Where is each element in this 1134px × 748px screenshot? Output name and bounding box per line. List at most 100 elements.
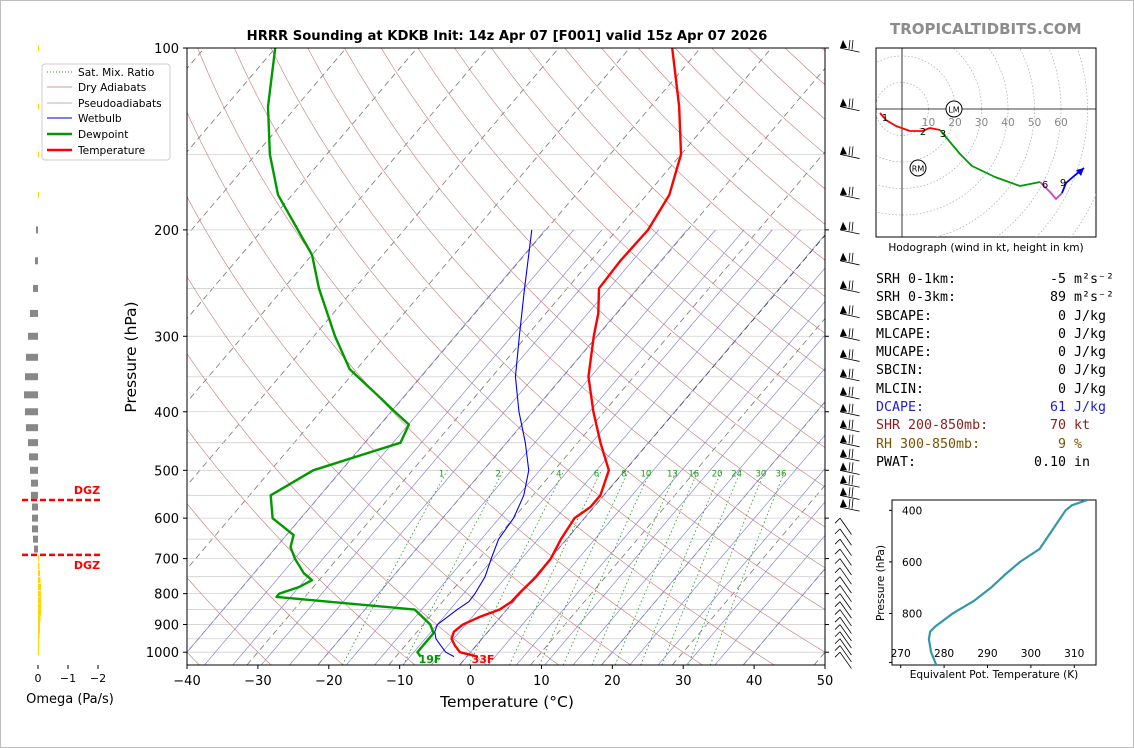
index-row: SBCAPE: 0 J/kg xyxy=(876,308,1114,326)
wetbulb-trace xyxy=(434,229,533,658)
theta-x-tick-label: 290 xyxy=(977,648,997,660)
dgz-label: DGZ xyxy=(74,484,100,497)
wind-barb xyxy=(839,98,860,112)
index-label: MLCAPE: xyxy=(876,326,933,342)
index-label: SRH 0-1km: xyxy=(876,272,957,287)
dry-adiabat xyxy=(344,48,825,528)
y-tick-label: 1000 xyxy=(146,646,179,661)
index-value: 61 xyxy=(1049,400,1066,416)
mixing-ratio-lines xyxy=(342,470,786,665)
index-unit: J/kg xyxy=(1074,363,1107,379)
isotherm xyxy=(187,48,347,236)
omega-bar-ascent xyxy=(38,597,41,604)
legend-label-dry-adiabat: Dry Adiabats xyxy=(78,82,146,94)
y-tick-label: 200 xyxy=(154,224,179,239)
index-row: DCAPE: 61 J/kg xyxy=(876,399,1114,417)
omega-bar-ascent xyxy=(38,638,39,645)
wind-barb xyxy=(839,280,860,293)
mixing-ratio-line xyxy=(539,470,630,665)
skewt-ylabel: Pressure (hPa) xyxy=(122,301,140,412)
index-row: MUCAPE: 0 J/kg xyxy=(876,344,1114,362)
dry-adiabat xyxy=(197,48,775,665)
mixing-ratio-label: 10 xyxy=(641,470,652,480)
index-row: SBCIN: 0 J/kg xyxy=(876,362,1114,380)
pseudoadiabat xyxy=(572,367,825,665)
omega-bar-descent xyxy=(34,545,38,553)
theta-e-x-ticks: 270 280 290 300 310 xyxy=(891,648,1085,668)
omega-bar-descent xyxy=(30,466,38,474)
wind-barb xyxy=(834,576,852,594)
index-value: 0 xyxy=(1057,363,1066,379)
mixing-ratio-line xyxy=(688,470,766,665)
y-tick-label: 100 xyxy=(154,42,179,57)
hodograph-height-labels: 1 2 3 6 9 xyxy=(882,113,1066,191)
mixing-ratio-label: 1 xyxy=(439,470,444,480)
hodograph-height-label: 2 xyxy=(920,127,926,138)
pseudoadiabat xyxy=(431,229,801,665)
omega-bar-descent xyxy=(24,391,38,399)
pseudoadiabat xyxy=(187,229,546,653)
omega-bar-descent xyxy=(26,424,38,432)
hodograph-height-label: 9 xyxy=(1060,178,1066,189)
hodograph-segment xyxy=(1039,181,1063,200)
index-unit: J/kg xyxy=(1074,400,1107,416)
mixing-ratio-line xyxy=(562,470,652,665)
hodograph-trace xyxy=(879,112,1085,200)
omega-bar-ascent xyxy=(38,627,40,634)
index-row: SRH 0-1km: -5 m²s⁻² xyxy=(876,271,1114,289)
pressure-ticks: 100 200 300 400 500 600 700 800 900 1000 xyxy=(146,42,829,661)
dewpoint-trace xyxy=(266,48,435,658)
x-tick-label: 10 xyxy=(533,674,550,689)
hodograph-ring-label: 20 xyxy=(948,117,962,129)
dry-adiabat xyxy=(491,48,825,372)
x-tick-label: 0 xyxy=(466,674,474,689)
index-value: 9 xyxy=(1057,436,1066,452)
dry-adiabat xyxy=(417,48,825,448)
wind-barb xyxy=(834,638,852,656)
temperature-trace xyxy=(450,48,683,658)
mixing-ratio-labels: 1 2 4 6 8 10 13 16 20 24 30 36 xyxy=(439,470,786,480)
omega-bar-ascent xyxy=(38,584,41,591)
x-tick-label: −40 xyxy=(173,674,200,689)
omega-bar-ascent xyxy=(38,577,41,584)
svg-text:RM: RM xyxy=(912,165,925,174)
pseudoadiabat xyxy=(714,534,825,665)
wind-barb xyxy=(839,386,860,400)
pseudoadiabat xyxy=(743,568,825,665)
isotherm xyxy=(187,48,276,153)
index-unit: J/kg xyxy=(1074,308,1107,324)
index-unit: m²s⁻² xyxy=(1074,272,1115,287)
wind-barb xyxy=(839,475,860,488)
mixing-ratio-line xyxy=(591,470,678,665)
pseudoadiabat xyxy=(686,501,825,665)
y-tick-label: 700 xyxy=(154,553,179,568)
temperature-ticks: −40 −30 −20 −10 0 10 20 30 40 50 xyxy=(173,665,833,689)
theta-x-tick-label: 300 xyxy=(1021,648,1041,660)
theta-e-xlabel: Equivalent Pot. Temperature (K) xyxy=(910,669,1079,681)
hodograph-height-label: 6 xyxy=(1042,180,1048,191)
index-unit: % xyxy=(1074,436,1083,452)
index-value: 0 xyxy=(1057,345,1066,361)
dry-adiabat xyxy=(187,503,344,665)
dry-adiabat xyxy=(454,48,825,410)
wind-barb xyxy=(839,448,860,462)
hodograph-ring-labels: 10 20 30 40 50 60 xyxy=(922,117,1068,129)
index-label: DCAPE: xyxy=(876,400,925,416)
dry-adiabat xyxy=(270,48,825,610)
index-row: PWAT: 0.10 in xyxy=(876,454,1114,472)
omega-bar-descent xyxy=(32,525,38,533)
hodograph-segment xyxy=(939,129,1041,187)
sounding-traces xyxy=(266,48,683,658)
mixing-ratio-label: 30 xyxy=(755,470,766,480)
hodograph-panel: 10 20 30 40 50 60 1 2 3 6 9 LM RM Hodograph (wind… xyxy=(875,47,1097,254)
mixing-ratio-label: 13 xyxy=(667,470,678,480)
index-label: SBCAPE: xyxy=(876,308,933,324)
wind-barb xyxy=(834,631,852,649)
wind-barb xyxy=(834,585,852,602)
wind-barb xyxy=(834,567,852,585)
x-tick-label: −10 xyxy=(386,674,413,689)
omega-bar-ascent xyxy=(38,555,39,562)
theta-x-tick-label: 310 xyxy=(1064,648,1084,660)
x-tick-label: 30 xyxy=(675,674,692,689)
